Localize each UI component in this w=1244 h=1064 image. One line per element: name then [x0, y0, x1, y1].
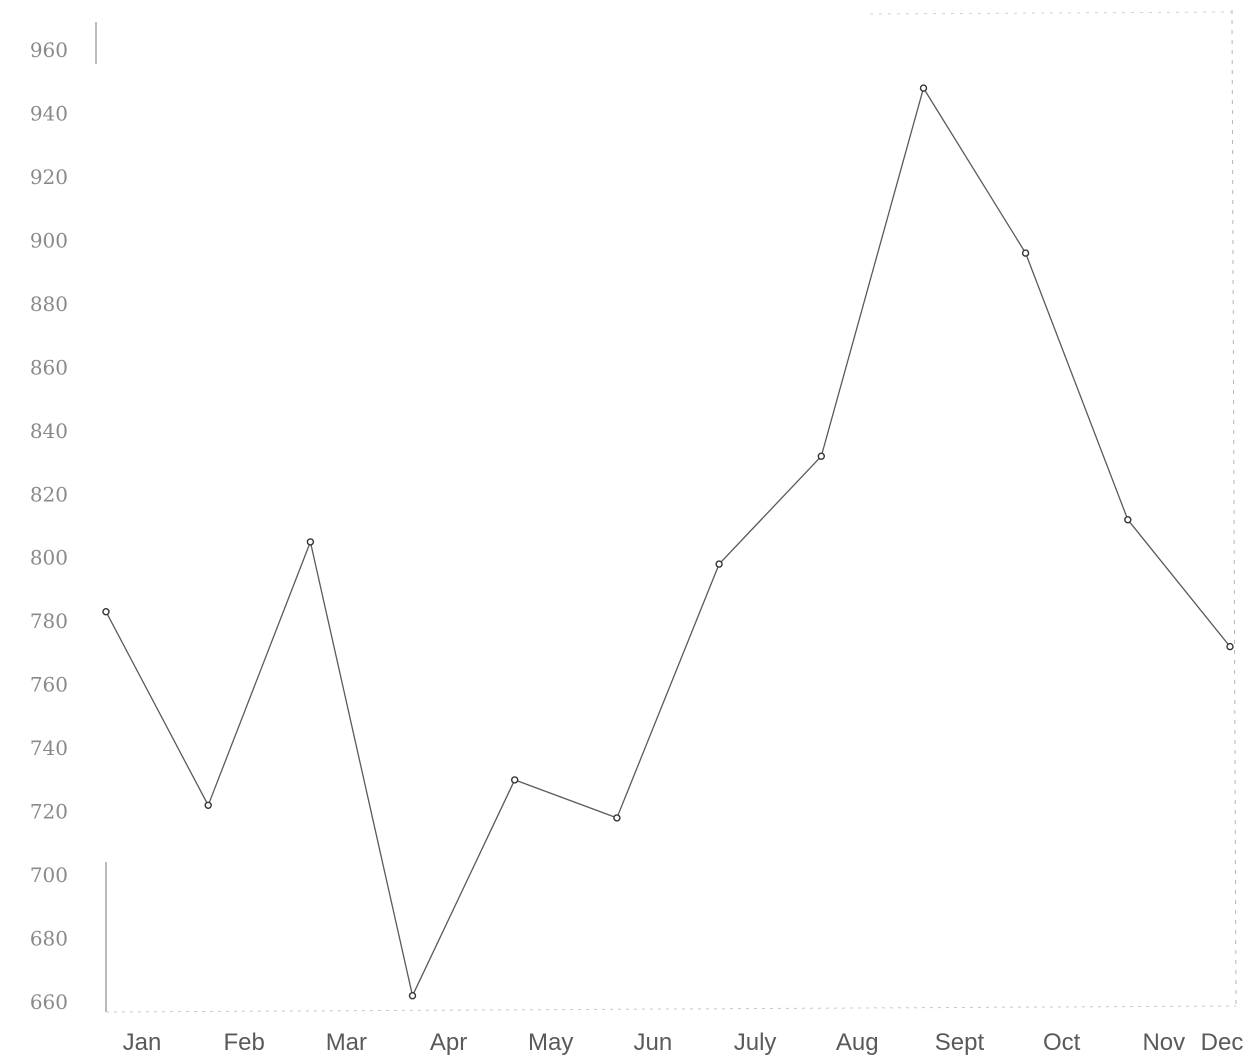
y-tick-label: 680 — [30, 927, 68, 951]
y-tick-label: 940 — [30, 101, 68, 125]
data-point — [1124, 516, 1132, 524]
x-tick-label: July — [734, 1029, 777, 1056]
data-point — [919, 84, 928, 92]
x-tick-label: Jun — [634, 1029, 673, 1056]
x-tick-label: Feb — [224, 1029, 265, 1056]
y-tick-label: 860 — [30, 355, 68, 379]
series-group — [102, 84, 1234, 1000]
data-point — [1021, 249, 1030, 257]
y-tick-label: 900 — [30, 228, 68, 252]
y-tick-label: 800 — [30, 546, 68, 570]
y-tick-label: 840 — [30, 419, 68, 443]
y-tick-label: 720 — [30, 800, 68, 824]
y-tick-label: 740 — [30, 736, 68, 760]
x-tick-label: Aug — [836, 1029, 879, 1056]
y-tick-label: 780 — [30, 609, 68, 633]
data-point — [511, 776, 519, 784]
x-tick-label: Mar — [326, 1029, 367, 1056]
series-line — [105, 87, 1231, 997]
x-tick-label: Jan — [123, 1029, 162, 1056]
data-point — [204, 801, 212, 809]
data-point — [613, 814, 621, 822]
y-tick-label: 920 — [30, 165, 68, 189]
data-point — [1226, 642, 1234, 651]
x-tick-label: May — [528, 1029, 573, 1056]
x-tick-label: Nov — [1142, 1029, 1185, 1056]
data-point — [306, 538, 315, 546]
y-tick-label: 660 — [30, 990, 68, 1014]
x-tick-label: Apr — [430, 1029, 467, 1056]
y-axis-tick-labels: 660 680 700 720 740 760 780 800 820 840 860 880 900 9… — [30, 38, 68, 1014]
top-frame-line — [869, 11, 1233, 15]
y-tick-label: 760 — [30, 673, 68, 697]
y-tick-label: 700 — [30, 863, 68, 887]
y-tick-label: 820 — [30, 482, 68, 506]
x-tick-label: Dec — [1201, 1029, 1244, 1056]
y-tick-label: 880 — [30, 292, 68, 316]
axes — [95, 9, 1237, 1013]
y-tick-label: 960 — [30, 38, 68, 62]
bottom-axis-line — [105, 1005, 1237, 1013]
data-point — [408, 992, 417, 1000]
x-tick-label: Oct — [1043, 1029, 1081, 1056]
data-point — [102, 608, 110, 616]
data-point — [715, 560, 723, 568]
x-axis-tick-labels: Jan Feb Mar Apr May Jun July Aug Sept Oct Nov Dec — [123, 1029, 1244, 1056]
right-axis-line — [1231, 9, 1237, 1007]
x-tick-label: Sept — [935, 1029, 985, 1056]
data-point — [817, 452, 825, 460]
